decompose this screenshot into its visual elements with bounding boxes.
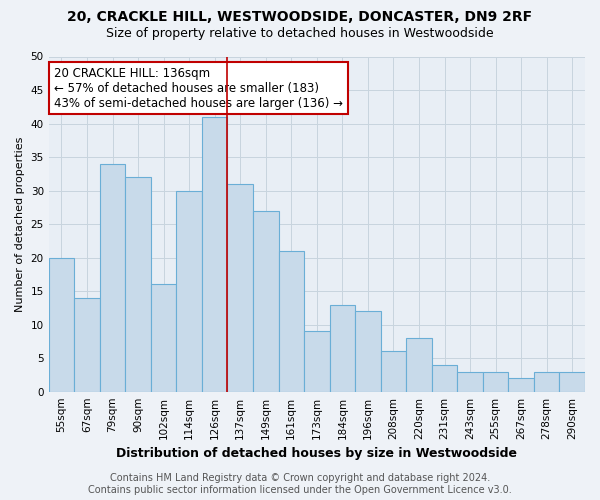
Text: 20, CRACKLE HILL, WESTWOODSIDE, DONCASTER, DN9 2RF: 20, CRACKLE HILL, WESTWOODSIDE, DONCASTE… bbox=[67, 10, 533, 24]
Bar bbox=[49, 258, 74, 392]
Text: Contains HM Land Registry data © Crown copyright and database right 2024.
Contai: Contains HM Land Registry data © Crown c… bbox=[88, 474, 512, 495]
Bar bbox=[329, 304, 355, 392]
Bar bbox=[74, 298, 100, 392]
Bar bbox=[202, 117, 227, 392]
Bar bbox=[559, 372, 585, 392]
Bar bbox=[406, 338, 432, 392]
Bar bbox=[508, 378, 534, 392]
Bar bbox=[534, 372, 559, 392]
Bar bbox=[483, 372, 508, 392]
Bar bbox=[432, 365, 457, 392]
Y-axis label: Number of detached properties: Number of detached properties bbox=[15, 136, 25, 312]
Bar bbox=[176, 190, 202, 392]
Bar bbox=[457, 372, 483, 392]
Bar bbox=[278, 251, 304, 392]
Text: Size of property relative to detached houses in Westwoodside: Size of property relative to detached ho… bbox=[106, 28, 494, 40]
Bar bbox=[253, 210, 278, 392]
Bar bbox=[355, 311, 380, 392]
Bar bbox=[227, 184, 253, 392]
Bar bbox=[380, 352, 406, 392]
Bar bbox=[151, 284, 176, 392]
Bar bbox=[304, 332, 329, 392]
Bar bbox=[125, 177, 151, 392]
Bar bbox=[100, 164, 125, 392]
Text: 20 CRACKLE HILL: 136sqm
← 57% of detached houses are smaller (183)
43% of semi-d: 20 CRACKLE HILL: 136sqm ← 57% of detache… bbox=[54, 66, 343, 110]
X-axis label: Distribution of detached houses by size in Westwoodside: Distribution of detached houses by size … bbox=[116, 447, 517, 460]
